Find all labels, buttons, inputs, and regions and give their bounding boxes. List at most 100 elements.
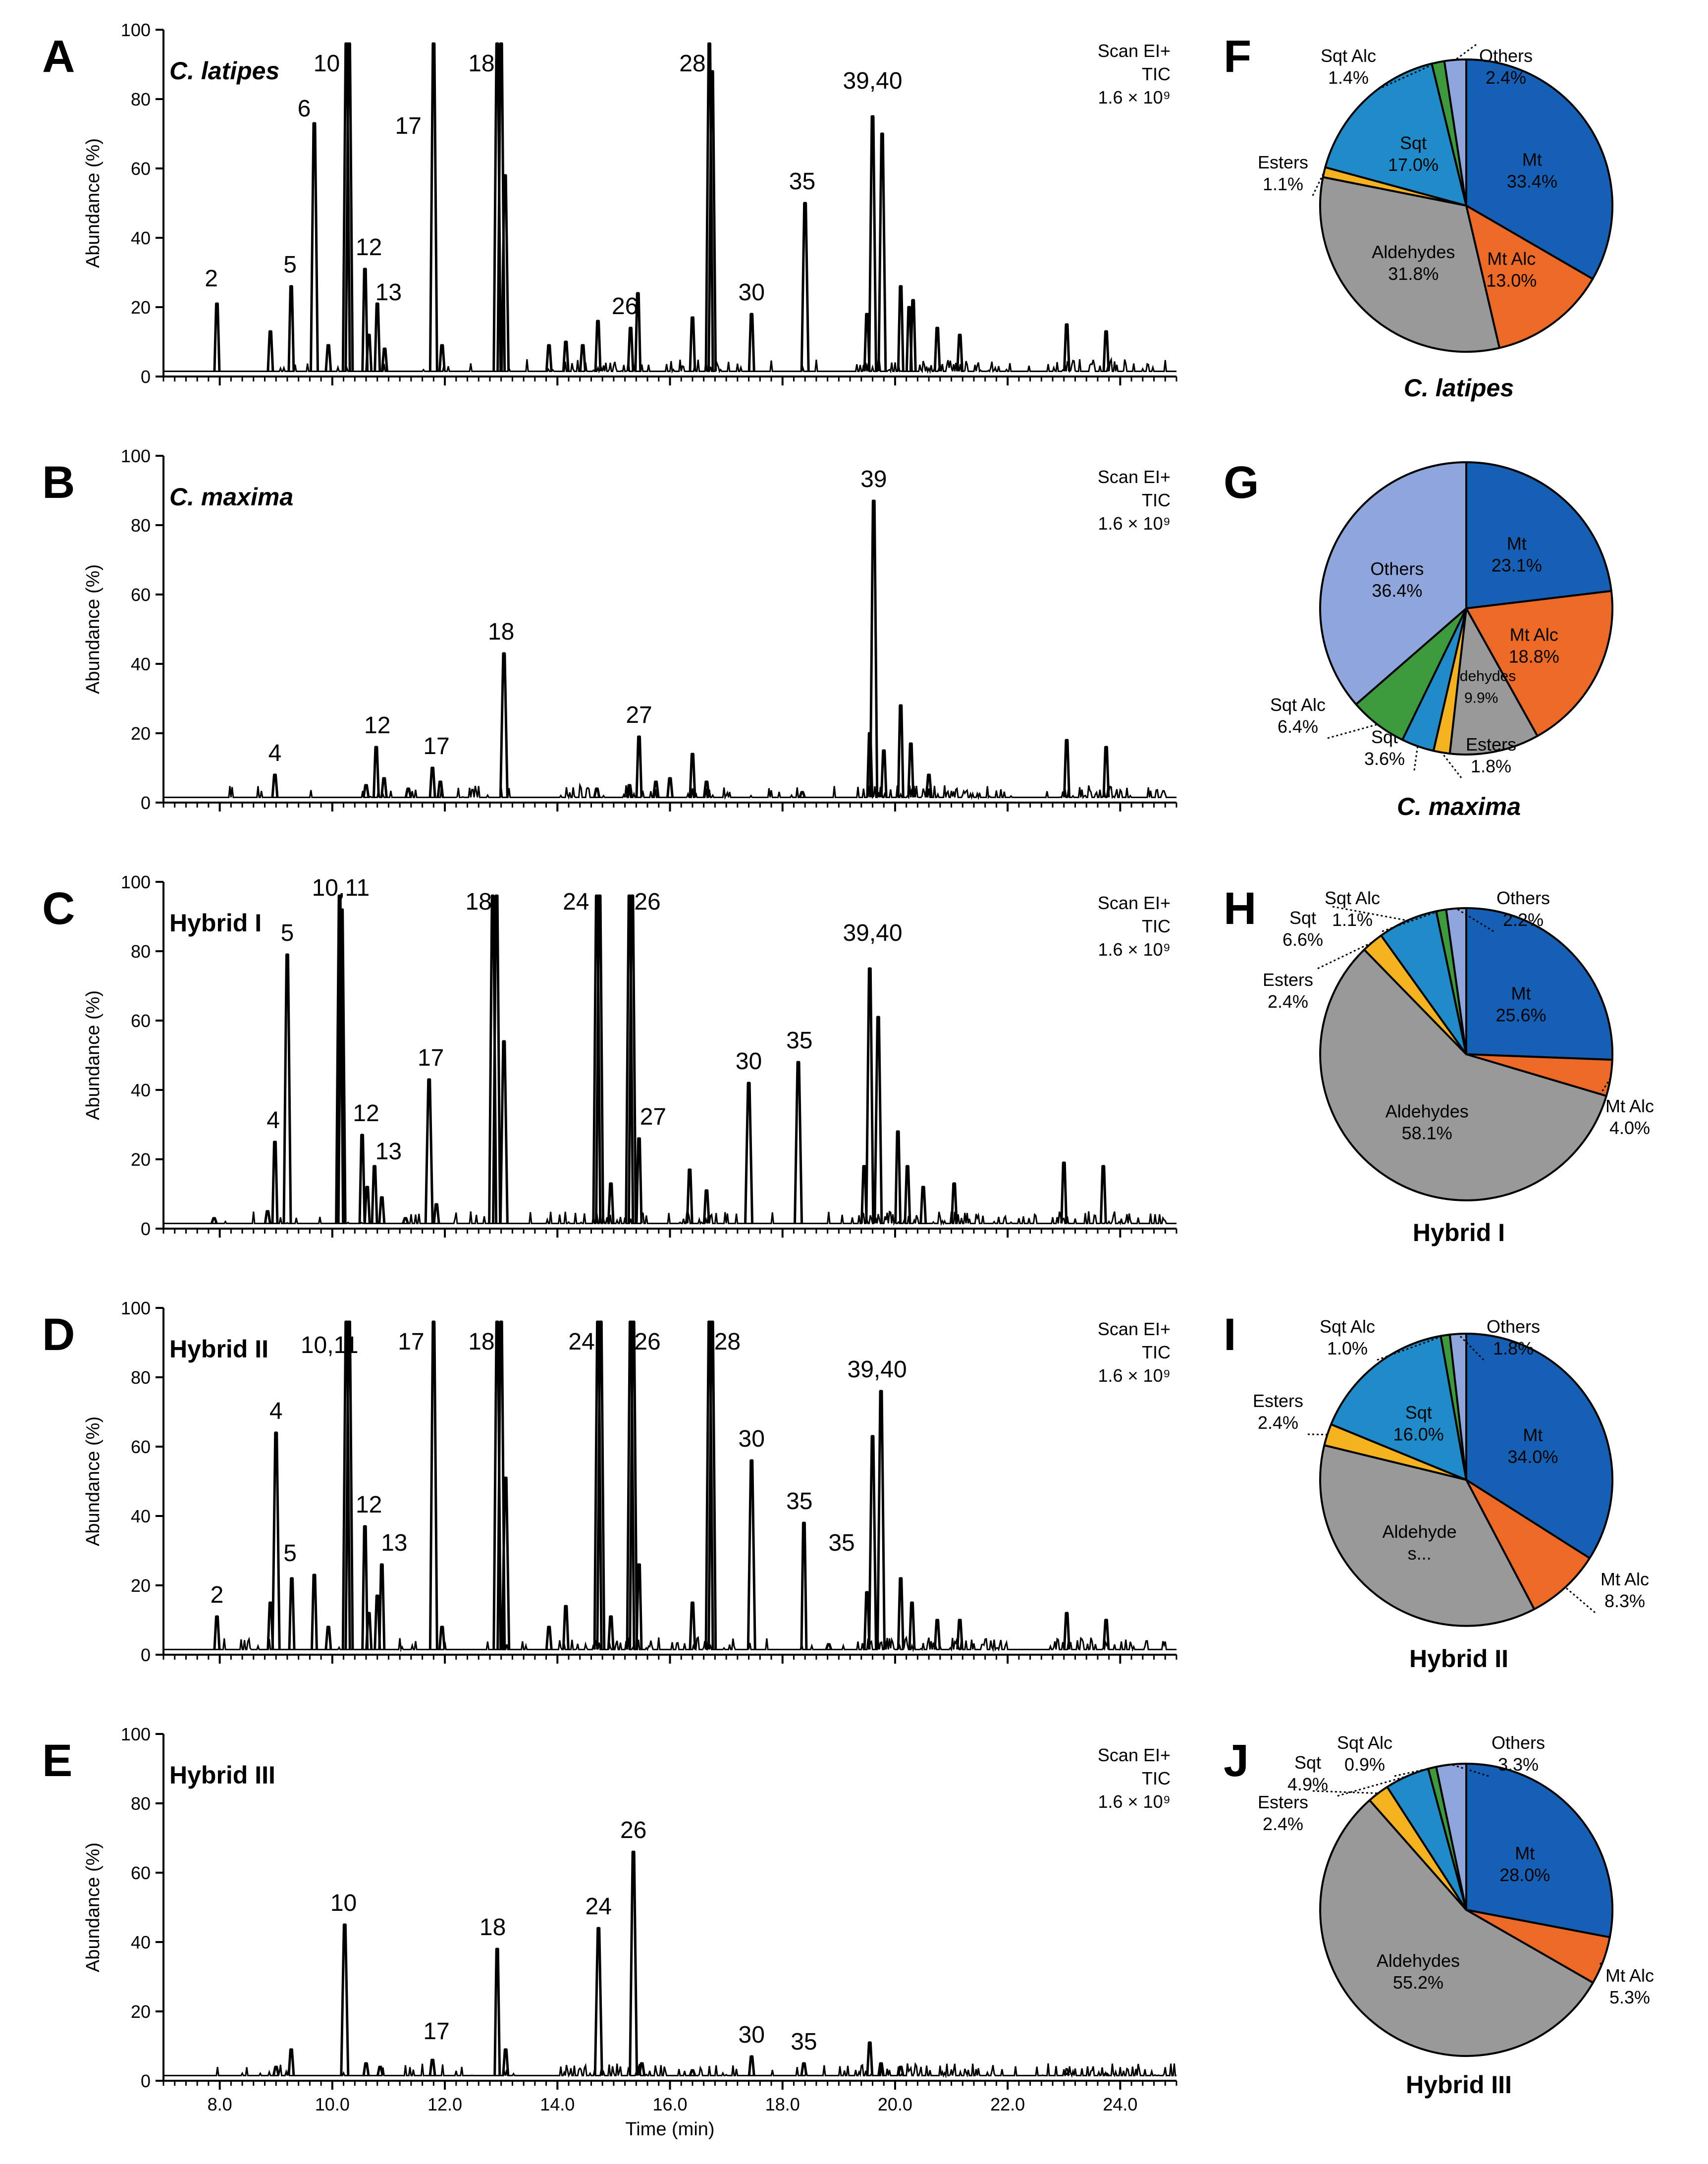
peak-trace — [1102, 746, 1110, 798]
pie-slice-others — [1319, 461, 1467, 705]
pie-slice-value: 3.6% — [1364, 749, 1405, 769]
peak-trace — [909, 299, 917, 372]
peak-trace — [282, 953, 292, 1224]
pie-slice-others — [1435, 1762, 1467, 1911]
pie-slice-value: 1.1% — [1332, 910, 1373, 930]
peak-trace — [365, 333, 373, 372]
y-tick-label: 80 — [131, 515, 151, 536]
x-tick-label: 14.0 — [540, 2094, 575, 2114]
pie-slice-name: Others — [1492, 1732, 1545, 1753]
peak-trace — [629, 1850, 639, 2076]
pie-slice-aldehydes — [1319, 948, 1607, 1201]
peak-trace — [499, 652, 509, 798]
scan-info-line: TIC — [1142, 1342, 1171, 1362]
peak-trace — [272, 2065, 280, 2076]
peak-label: 35 — [789, 168, 815, 195]
peak-label: 18 — [468, 51, 494, 77]
peak-trace — [689, 2069, 696, 2076]
peak-trace — [378, 1196, 386, 1224]
panel-letter: F — [1224, 31, 1251, 82]
peak-label: 26 — [634, 889, 660, 915]
peak-trace — [800, 1521, 808, 1650]
pie-slice-name: Aldehydes — [1386, 1101, 1469, 1121]
peak-trace — [877, 2062, 885, 2076]
pie-slice-name: Esters — [1253, 1391, 1303, 1411]
peak-label: 12 — [364, 712, 390, 739]
y-axis-title: Abundance (%) — [83, 138, 104, 268]
peak-trace — [747, 313, 755, 372]
peak-trace — [1102, 1619, 1110, 1650]
pie-slice-value: 8.3% — [1604, 1591, 1645, 1611]
peak-label: 35 — [828, 1530, 854, 1556]
pie-slice-name: Sqt Alc — [1320, 1316, 1375, 1337]
peak-trace — [1099, 1165, 1107, 1224]
y-tick-label: 0 — [141, 2071, 151, 2091]
y-tick-label: 60 — [131, 1437, 151, 1457]
y-axis-title: Abundance (%) — [83, 1842, 104, 1972]
pie-leader-line — [1413, 746, 1419, 771]
pie-caption: Hybrid I — [1413, 1219, 1505, 1246]
peak-label: 18 — [466, 889, 492, 915]
pie-slice-name: Mt — [1507, 533, 1527, 553]
sample-name: C. latipes — [169, 57, 279, 85]
pie-slice-name: Mt Alc — [1487, 248, 1536, 269]
y-tick-label: 60 — [131, 1011, 151, 1031]
y-tick-label: 0 — [141, 367, 151, 387]
pie-leader-line — [1457, 1333, 1485, 1361]
y-tick-label: 60 — [131, 159, 151, 179]
pie-slice-value: 0.9% — [1344, 1754, 1385, 1775]
y-axis-title: Abundance (%) — [83, 990, 104, 1120]
peak-trace — [627, 326, 635, 372]
peak-trace — [702, 780, 710, 798]
y-tick-label: 40 — [131, 1506, 151, 1526]
pie-leader-line — [1332, 906, 1408, 921]
y-tick-label: 80 — [131, 1367, 151, 1388]
peak-trace — [686, 1168, 694, 1224]
peak-trace — [925, 773, 933, 798]
pie-caption: C. latipes — [1404, 374, 1514, 402]
peak-trace — [340, 1923, 350, 2076]
pie-slice-name: Sqt — [1294, 1752, 1321, 1773]
pie-slice-name: Sqt — [1405, 1403, 1432, 1423]
peak-label: 27 — [626, 702, 652, 728]
peak-label: 30 — [739, 2022, 765, 2048]
peak-trace — [374, 1594, 381, 1650]
pie-slice-name: Mt Alc — [1605, 1096, 1654, 1116]
peak-label: 5 — [283, 252, 297, 278]
peak-trace — [865, 967, 875, 1224]
peak-label: 35 — [791, 2029, 817, 2055]
peak-trace — [868, 115, 877, 372]
pie-slice-aldehydes — [1319, 176, 1500, 353]
peak-label: 24 — [586, 1894, 612, 1920]
peak-trace — [436, 780, 444, 798]
peak-trace — [897, 2065, 905, 2076]
scan-info-line: TIC — [1142, 64, 1171, 84]
peak-trace — [428, 1320, 438, 1650]
peak-trace — [904, 1165, 911, 1224]
panel-letter: B — [42, 457, 75, 508]
peak-label: 28 — [714, 1329, 741, 1355]
pie-slice-name: Mt Alc — [1601, 1569, 1649, 1589]
peak-trace — [271, 1431, 281, 1650]
peak-trace — [372, 746, 380, 798]
pie-leader-line — [1455, 908, 1494, 932]
chromatogram-panel-b: B C. maxima Scan EI+ TIC 1.6 × 10⁹ 0 20 40 60 80 1… — [42, 446, 1177, 813]
pie-slice-name: Mt Alc — [1605, 1965, 1654, 1986]
pie-slice-others — [1445, 907, 1467, 1055]
peak-trace — [428, 2058, 436, 2076]
panel-letter: I — [1224, 1309, 1236, 1360]
pie-slice-value: 55.2% — [1393, 1972, 1443, 1993]
peak-label: 12 — [356, 234, 382, 261]
peak-trace — [288, 1577, 296, 1650]
peak-trace — [545, 344, 553, 372]
pie-slice-value: 25.6% — [1495, 1005, 1546, 1026]
peak-trace — [324, 1625, 332, 1650]
peak-label: 5 — [283, 1540, 297, 1567]
pie-slice-name: Others — [1479, 46, 1533, 66]
pie-slice-name: Mt — [1522, 149, 1542, 169]
x-tick-label: 18.0 — [765, 2094, 800, 2114]
peak-trace — [335, 894, 345, 1224]
peak-trace — [638, 2062, 646, 2076]
